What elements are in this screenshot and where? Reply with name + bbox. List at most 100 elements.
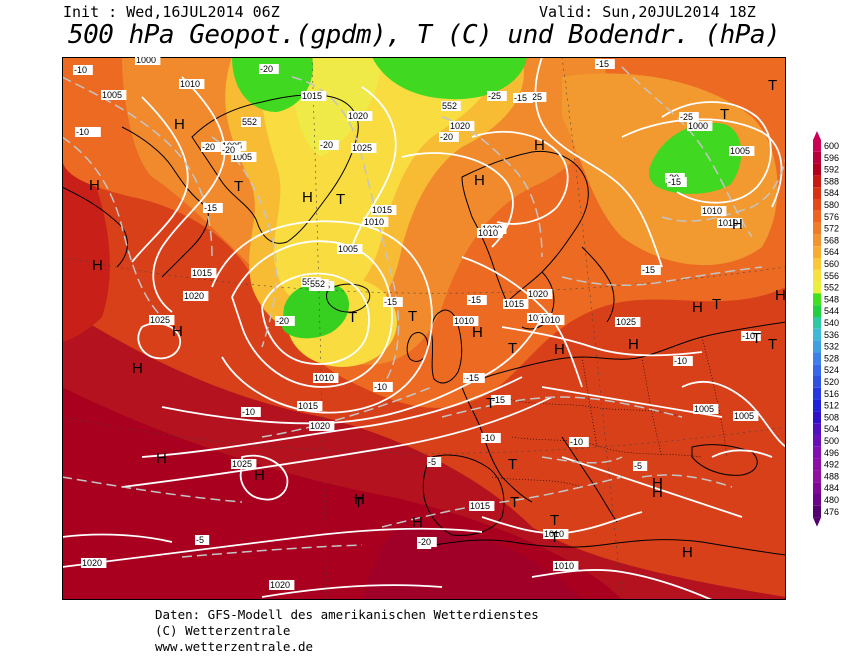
isotherm-label-box [383,297,403,307]
isotherm-label: -20 [222,145,235,155]
isobar-label: 1015 [372,205,392,215]
isobar-label: 1010 [554,561,574,571]
isobar-label: 1015 [298,401,318,411]
legend-value: 596 [824,153,839,163]
legend-swatch [813,399,821,412]
isotherm-label: -15 [384,297,397,307]
legend-value: 524 [824,365,839,375]
map-title: 500 hPa Geopot.(gpdm), T (C) und Bodendr… [68,20,781,50]
credit-line-data-source: Daten: GFS-Modell des amerikanischen Wet… [155,607,539,622]
isotherm-labels: -10 -10 -10 -20 -20 -20 -15 -20 -20 -25 -15 -20 -15 -… [73,59,761,549]
low-pressure-center: T [712,296,721,313]
legend-value: 496 [824,448,839,458]
legend-swatch [813,317,821,329]
high-pressure-center: H [174,116,185,133]
isobar-label-box [693,404,719,414]
high-pressure-center: H [628,336,639,353]
legend-value: 540 [824,318,839,328]
isobar-label: 1025 [232,459,252,469]
legend-overflow-arrow [813,131,821,140]
isobar-label-box [101,90,127,100]
low-pressure-center: T [720,106,729,123]
legend-value: 500 [824,436,839,446]
isobar-label-box [733,411,759,421]
low-pressure-center: T [234,178,243,195]
isotherm-label-box [373,382,393,392]
isobar-label-box [347,111,373,121]
high-pressure-center: H [652,484,663,501]
legend-value: 580 [824,200,839,210]
legend-underflow-arrow [813,517,821,527]
isotherm-label-box [467,295,487,305]
legend-swatch [813,387,821,400]
isotherm-label-box [439,132,459,142]
isobar-label-box [539,315,565,325]
isotherm-label: -10 [242,407,255,417]
low-pressure-center: T [752,330,761,347]
legend-value: 476 [824,507,839,517]
isotherm-label-box [195,535,210,545]
isotherm-label: -15 [492,395,505,405]
isobar-label: 1005 [730,146,750,156]
isobar-label: 1020 [82,558,102,568]
isotherm-label-box [259,64,279,74]
low-pressure-center: T [408,308,417,325]
high-pressure-center: H [412,514,423,531]
legend-value: 512 [824,401,839,411]
legend-value: 536 [824,330,839,340]
weather-map: 1000 1005 1010 1005 1015 1005 1020 1025 1020 1025… [62,57,786,600]
legend-swatch [813,494,821,506]
isotherm-label-box [741,331,761,341]
isotherm-label: -10 [674,356,687,366]
isotherm-label: -25 [488,91,501,101]
isotherm-label-box [427,457,442,467]
isotherm-label-box [481,433,501,443]
isobar-label: 1020 [310,421,330,431]
isobar-label-box [351,143,377,153]
legend-swatch [813,411,821,424]
isobar-label: 1010 [544,529,564,539]
height-label-box [309,279,329,289]
isobar-label-box [81,558,107,568]
isobar-label: 1025 [616,317,636,327]
isobar-label: 1010 [314,373,334,383]
legend-swatch [813,423,821,435]
isobar-label-box [183,291,209,301]
isobar-label-box [179,79,205,89]
isotherm-label: -15 [642,265,655,275]
isobar-label-box [371,205,397,215]
isobar-label: 1020 [270,580,290,590]
init-time: Init : Wed,16JUL2014 06Z [63,3,280,21]
legend-value: 532 [824,342,839,352]
isobar-label: 1010 [718,218,738,228]
high-pressure-center: H [89,177,100,194]
legend-value: 600 [824,141,839,151]
isobar-label: 1005 [694,404,714,414]
legend-swatch [813,222,821,235]
high-pressure-center: H [132,360,143,377]
high-pressure-center: H [534,137,545,154]
isobar-label: 1025 [352,143,372,153]
legend-value: 528 [824,353,839,363]
isotherm-label-box [241,407,261,417]
isotherm-label: -15 [668,177,681,187]
legend-swatch [813,281,821,294]
isotherm-label: -20 [202,142,215,152]
low-pressure-center: T [768,336,777,353]
high-pressure-center: H [472,324,483,341]
legend-value: 508 [824,412,839,422]
isobar-label: 1005 [102,90,122,100]
legend-value: 588 [824,176,839,186]
legend-value: 592 [824,165,839,175]
isobar-label-box [527,289,553,299]
field-green-greenland [232,57,313,112]
legend-swatch [813,151,821,164]
isobar-label-box [477,228,503,238]
legend-swatch [813,340,821,353]
isobar-label: 1000 [136,57,156,65]
isobar-label: 1000 [688,121,708,131]
isobar-label-box [729,146,755,156]
isobar-label-box [503,299,529,309]
legend-value: 544 [824,306,839,316]
